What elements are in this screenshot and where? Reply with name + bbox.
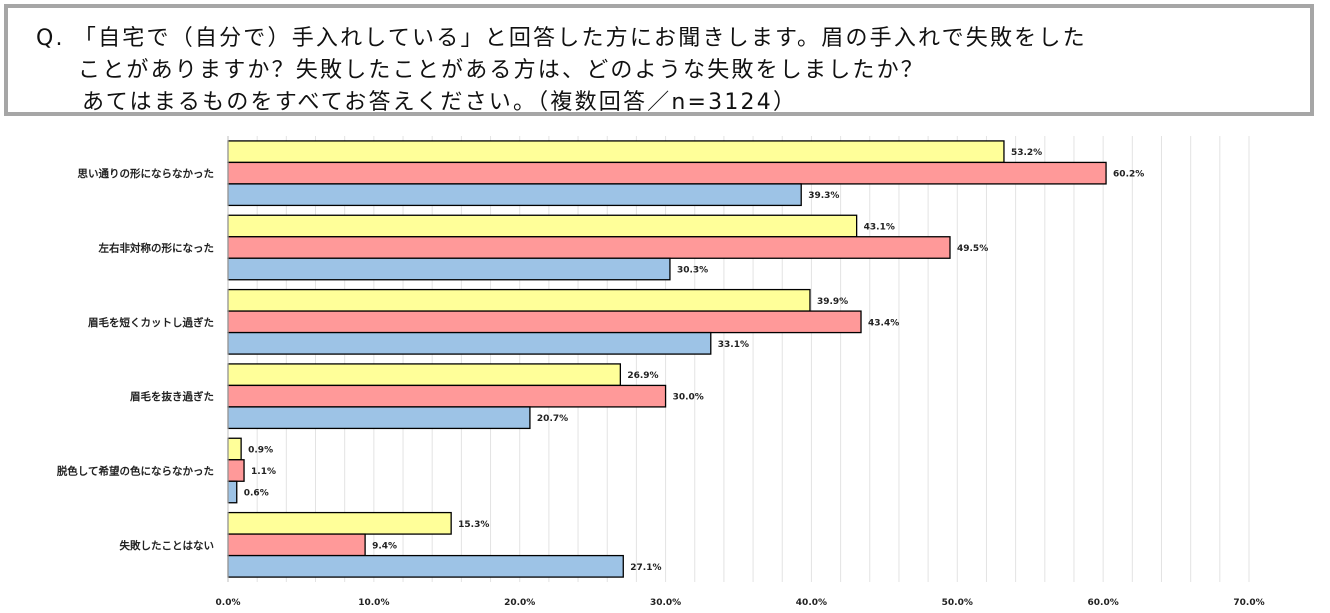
category-labels: 思い通りの形にならなかった左右非対称の形になった眉毛を短くカットし過ぎた眉毛を抜… [57,168,214,552]
category-label: 眉毛を短くカットし過ぎた [88,316,214,329]
data-label: 33.1% [718,340,749,350]
x-tick-label: 60.0% [1088,598,1119,608]
data-label: 43.1% [864,223,895,233]
bar-series-yellow [227,214,858,238]
category-label: 脱色して希望の色にならなかった [57,465,214,478]
bar-series-yellow [227,288,811,312]
bar-series-red [227,533,366,557]
x-tick-label: 20.0% [504,598,535,608]
data-label: 0.6% [244,489,269,499]
data-label: 1.1% [251,467,276,477]
x-tick-label: 0.0% [216,598,241,608]
bar-series-yellow [227,511,452,535]
data-label: 43.4% [868,318,899,328]
bars: 53.2% 60.2% 39.3% 43.1% 49.5% 30.3% 39.9% 43.4%… [227,140,1144,578]
data-label: 30.0% [673,393,704,403]
bar-series-yellow [227,363,622,387]
data-label: 20.7% [537,414,568,424]
bar-series-blue [227,554,624,578]
category-label: 失敗したことはない [120,539,215,552]
bar-series-red [227,161,1107,185]
question-line-3: あてはまるものをすべてお答えください。（複数回答／n=3124） [82,90,798,115]
bar-series-blue [227,183,802,207]
x-tick-label: 30.0% [650,598,681,608]
x-axis-ticks: 0.0% 10.0% 20.0% 30.0% 40.0% 50.0% 60.0% 70.0% [216,598,1265,608]
x-tick-label: 10.0% [358,598,389,608]
x-tick-label: 40.0% [796,598,827,608]
data-label: 30.3% [677,266,708,276]
data-label: 15.3% [458,520,489,530]
bar-series-red [227,384,667,408]
data-label: 39.9% [817,297,848,307]
data-label: 0.9% [248,446,273,456]
data-label: 26.9% [627,371,658,381]
bar-series-red [227,236,951,259]
category-label: 眉毛を抜き過ぎた [130,390,214,403]
data-label: 39.3% [808,191,839,201]
question-box: Q. 「自宅で（自分で）手入れしている」と回答した方にお聞きします。眉の手入れで… [4,4,1314,116]
bar-series-blue [227,480,238,504]
bar-series-yellow [227,140,1005,164]
bar-chart: 53.2% 60.2% 39.3% 43.1% 49.5% 30.3% 39.9% 43.4%… [57,136,1265,608]
category-label: 思い通りの形にならなかった [78,168,215,180]
gridlines [256,136,1250,582]
data-label: 49.5% [957,244,988,254]
question-line-2: ことがありますか？失敗したことがある方は、どのような失敗をしましたか？ [78,58,926,83]
category-label: 左右非対称の形になった [98,242,215,255]
bar-series-red [227,310,862,334]
x-tick-label: 70.0% [1233,598,1264,608]
question-line-1: Q. 「自宅で（自分で）手入れしている」と回答した方にお聞きします。眉の手入れで… [36,26,1087,51]
bar-series-blue [227,331,712,355]
bar-series-blue [227,406,531,430]
data-label: 53.2% [1011,148,1042,158]
bar-series-blue [227,257,671,281]
bar-series-red [227,459,245,482]
bar-series-yellow [227,437,242,461]
data-label: 9.4% [372,541,397,551]
x-tick-label: 50.0% [942,598,973,608]
data-label: 60.2% [1113,170,1144,180]
data-label: 27.1% [630,563,661,573]
